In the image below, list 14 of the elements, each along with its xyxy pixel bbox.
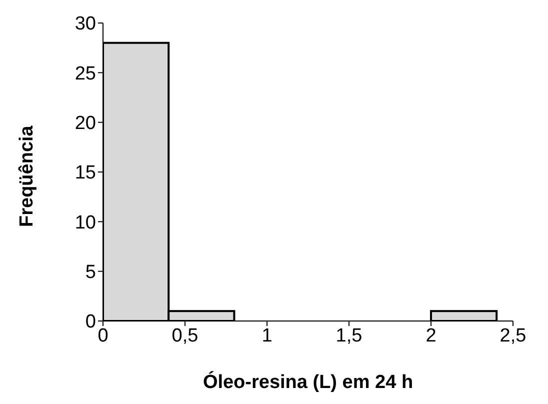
y-tick-label: 10 <box>74 212 96 234</box>
y-tick-label: 20 <box>74 113 96 134</box>
x-tick-label: 1 <box>262 325 272 346</box>
y-tick-label: 0 <box>85 312 96 333</box>
y-tick-label: 30 <box>74 14 96 35</box>
y-tick-label: 15 <box>74 162 96 184</box>
x-tick-label: 0,5 <box>172 325 198 346</box>
x-tick-label: 1,5 <box>336 325 362 346</box>
y-tick-label: 25 <box>74 63 96 84</box>
y-axis-title: Freqüência <box>16 125 38 227</box>
x-tick-label: 2,5 <box>500 325 526 346</box>
x-axis-title: Óleo-resina (L) em 24 h <box>202 371 414 393</box>
x-tick-label: 2 <box>426 325 436 346</box>
y-tick-label: 5 <box>85 262 96 284</box>
